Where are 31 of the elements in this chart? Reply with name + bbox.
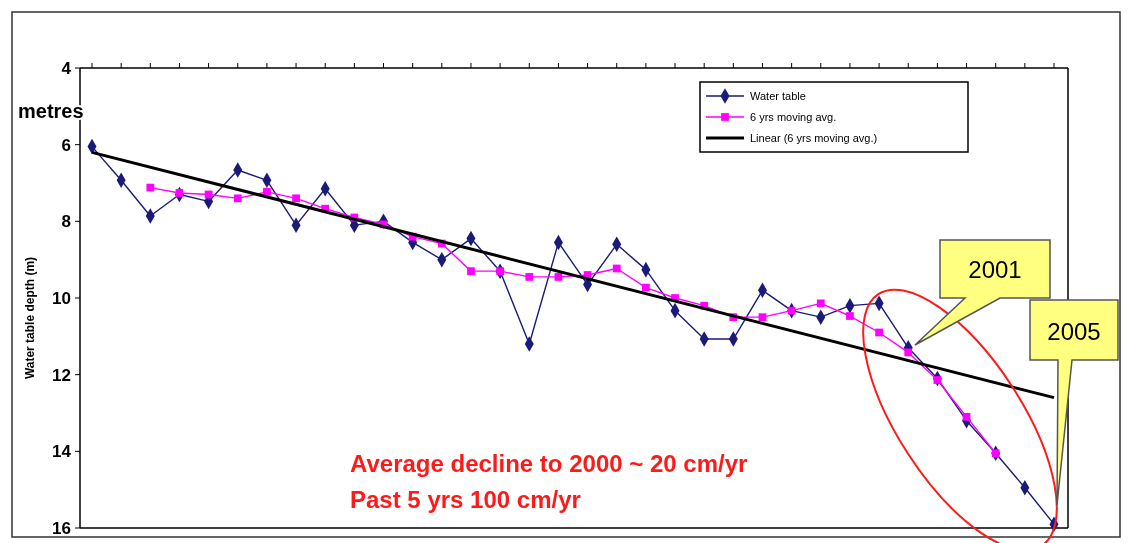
legend-label: 6 yrs moving avg.	[750, 110, 837, 123]
point	[467, 267, 475, 276]
point	[554, 273, 563, 281]
y-tick-label: 6	[61, 135, 71, 155]
y-tick-label: 10	[52, 288, 71, 308]
annotation: 2001	[968, 256, 1022, 283]
point	[875, 328, 883, 337]
legend-label: Linear (6 yrs moving avg.)	[750, 131, 878, 144]
point	[292, 194, 300, 203]
annotation: Average decline to 2000 ~ 20 cm/yr	[350, 450, 748, 477]
y-tick-label: 8	[61, 212, 71, 232]
point	[263, 187, 271, 196]
point	[525, 273, 534, 281]
point	[962, 412, 971, 421]
point	[642, 283, 650, 292]
y-tick-label: 16	[52, 518, 71, 538]
point	[904, 348, 913, 357]
y-tick-label: 14	[52, 442, 72, 462]
y-tick-label: 4	[61, 58, 72, 78]
point	[233, 194, 242, 203]
point	[175, 189, 184, 197]
point	[816, 299, 825, 308]
annotation: Past 5 yrs 100 cm/yr	[350, 486, 581, 513]
annotation: 2005	[1047, 318, 1101, 345]
y-axis-title: Water table depth (m)	[23, 256, 37, 380]
point	[146, 183, 155, 192]
y-tick-label: 12	[52, 365, 71, 385]
point	[758, 313, 767, 322]
point	[846, 312, 854, 320]
legend-label: Water table	[750, 89, 806, 102]
point	[612, 264, 621, 273]
